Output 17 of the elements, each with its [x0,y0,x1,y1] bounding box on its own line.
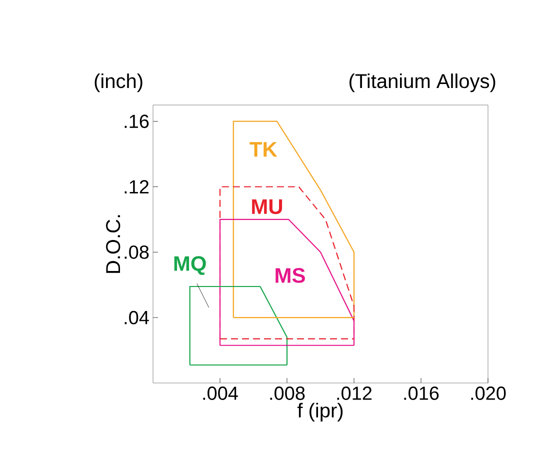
chart-title: (Titanium Alloys) [350,74,496,92]
x-tick-label: .020 [471,386,506,400]
y-tick-label: .16 [124,114,149,128]
y-tick-label: .12 [124,180,149,194]
x-tick-label: .016 [404,386,439,400]
series-label: MQ [174,256,206,275]
x-tick-label: .004 [203,386,238,400]
x-axis-title: f (ipr) [297,402,343,422]
text: (inch) [94,74,142,92]
series-label: MU [252,199,282,214]
y-axis-title: D.O.C. [106,215,120,273]
y-tick-label: .04 [124,310,149,324]
x-tick-label: .012 [337,386,372,400]
x-tick-label: .008 [270,386,305,400]
series-label: MS [276,268,305,283]
y-tick-label: .08 [124,245,149,259]
series-label: TK [250,142,278,157]
